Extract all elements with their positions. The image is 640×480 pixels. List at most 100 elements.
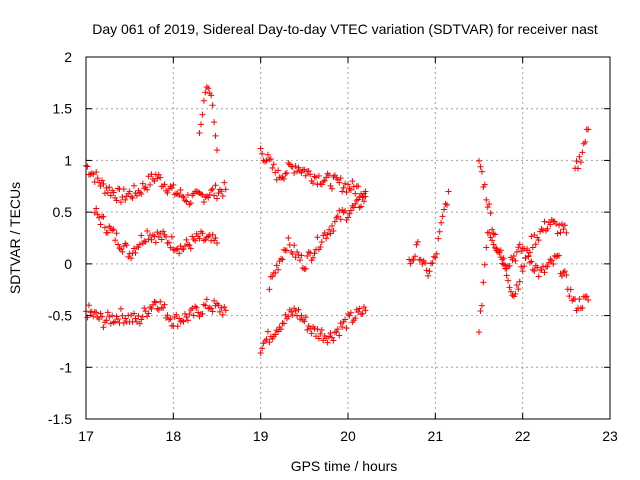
data-point [324,231,331,238]
data-point [257,350,264,357]
data-point [196,130,203,137]
data-point [104,309,111,316]
data-point [279,256,286,263]
data-point [326,226,333,233]
data-point [295,306,302,313]
data-point [126,188,133,195]
data-point [269,273,276,280]
data-point [483,196,490,203]
data-point [161,301,168,308]
data-point [311,250,318,257]
data-point [212,132,219,139]
data-point [131,310,138,317]
data-point [561,268,568,275]
data-point [209,308,216,315]
x-tick-label: 21 [428,428,444,444]
data-point [103,185,110,192]
data-point [304,252,311,259]
data-point [199,310,206,317]
data-point [189,233,196,240]
data-point [407,260,414,267]
data-point [554,230,561,237]
data-point [505,277,512,284]
data-point [180,246,187,253]
data-point [186,242,193,249]
data-point [489,237,496,244]
data-point [512,257,519,264]
data-point [359,310,366,317]
data-point [132,249,139,256]
data-point [342,207,349,214]
data-point [573,158,580,165]
data-point [221,303,228,310]
data-point [574,165,581,172]
data-point [353,197,360,204]
data-point [481,261,488,268]
data-point [94,211,101,218]
data-point [567,286,574,293]
data-point [299,317,306,324]
y-tick-label: -0.5 [48,308,72,324]
data-point [285,234,292,241]
data-point [560,269,567,276]
data-point [128,255,135,262]
data-point [516,278,523,285]
data-point [157,174,164,181]
ticks: 17 18 19 20 21 22 23 -1.5 -1 -0.5 0 0.5 1 1.5 2 [48,49,618,444]
data-point [199,111,206,118]
data-point [295,164,302,171]
data-point [142,238,149,245]
data-point [305,168,312,175]
data-point [135,244,142,251]
data-point [164,312,171,319]
data-point [208,92,215,99]
data-point [209,102,216,109]
y-tick-label: 1 [64,152,72,168]
data-point [212,234,219,241]
data-point [168,233,175,240]
data-point [138,190,145,197]
data-point [528,258,535,265]
data-point [435,235,442,242]
data-point [556,252,563,259]
data-point [160,304,167,311]
data-point [267,156,274,163]
data-point [97,310,104,317]
data-point [135,312,142,319]
data-point [138,316,145,323]
data-point [413,241,420,248]
data-point [208,187,215,194]
data-point [206,191,213,198]
data-point [535,273,542,280]
data-point [262,158,269,165]
data-point [352,190,359,197]
data-point [342,180,349,187]
data-point [211,119,218,126]
data-point [331,218,338,225]
data-point [190,312,197,319]
data-point [136,189,143,196]
data-point [503,272,510,279]
data-point [442,200,449,207]
data-point [291,242,298,249]
data-point [170,181,177,188]
data-point [103,317,110,324]
data-point [272,269,279,276]
data-point [347,207,354,214]
data-point [324,339,331,346]
data-point [289,312,296,319]
x-tick-label: 18 [166,428,182,444]
data-point [112,194,119,201]
data-point [336,332,343,339]
data-point [139,180,146,187]
data-point [97,221,104,228]
data-point [477,308,484,315]
data-point [409,257,416,264]
data-point [280,175,287,182]
y-tick-label: 1.5 [53,101,73,117]
data-point [484,204,491,211]
data-point [487,234,494,241]
data-point [326,333,333,340]
data-point [550,261,557,268]
